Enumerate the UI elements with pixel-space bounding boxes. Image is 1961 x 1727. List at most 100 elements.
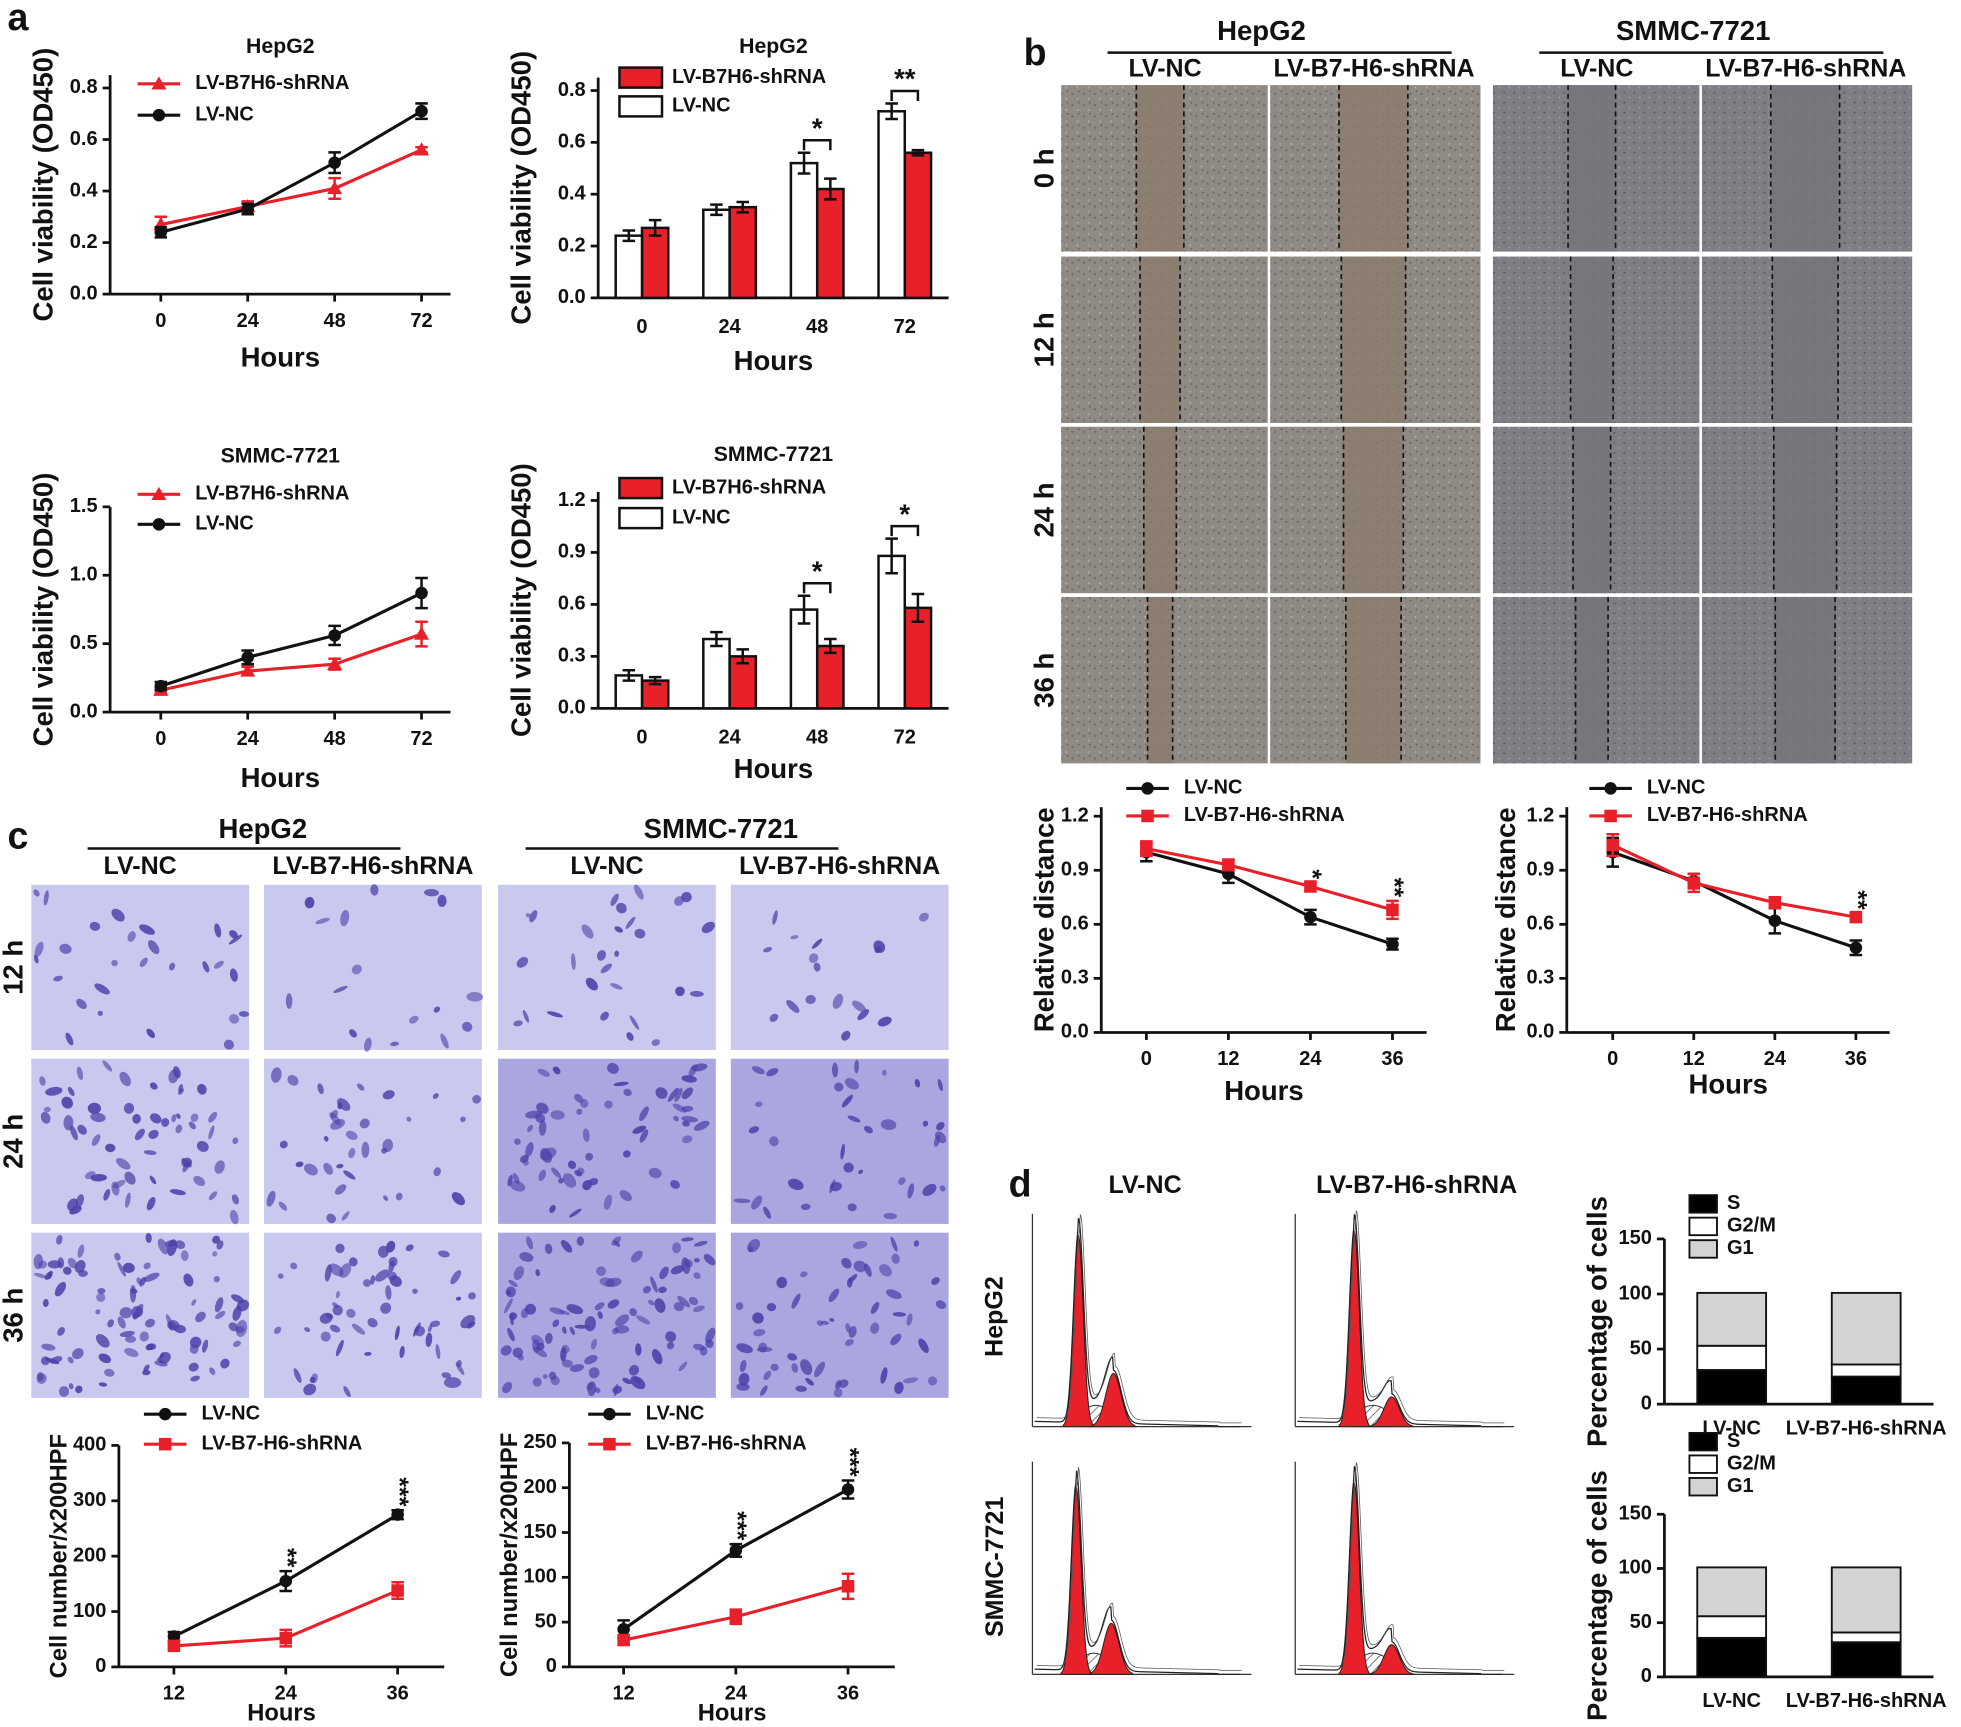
stained-cell <box>343 1386 351 1398</box>
stained-cell <box>75 1194 85 1208</box>
stained-cell <box>678 1361 688 1372</box>
stained-cell <box>569 1326 575 1336</box>
y-tick-label: 0.6 <box>558 131 586 153</box>
y-tick-label: 150 <box>1618 1227 1651 1249</box>
micrograph <box>264 1058 482 1224</box>
stained-cell <box>293 1368 302 1383</box>
stained-cell <box>841 1094 853 1108</box>
stained-cell <box>380 1302 392 1314</box>
marker <box>1768 914 1782 927</box>
stained-cell <box>193 1175 206 1187</box>
stained-cell <box>67 1356 74 1364</box>
stained-cell <box>290 1262 298 1270</box>
x-axis-label: Hours <box>241 341 321 372</box>
stained-cell <box>33 889 40 897</box>
stained-cell <box>538 1120 547 1136</box>
stained-cell <box>733 1198 751 1204</box>
stained-cell <box>672 1103 687 1113</box>
y-tick-label: 50 <box>1630 1611 1652 1633</box>
stained-cell <box>455 1296 462 1301</box>
stained-cell <box>208 1125 215 1140</box>
stained-cell <box>335 1290 340 1299</box>
wound-gap <box>1570 256 1614 423</box>
error-bar <box>911 592 925 623</box>
stained-cell <box>522 1010 530 1023</box>
stained-cell <box>522 1159 529 1166</box>
stained-cell <box>902 1377 919 1384</box>
stained-cell <box>399 1345 405 1359</box>
stained-cell <box>440 1033 449 1049</box>
stained-cell <box>455 1362 465 1375</box>
stained-cell <box>634 928 646 939</box>
y-tick-label: 150 <box>523 1521 556 1543</box>
significance: * <box>899 498 910 529</box>
legend-marker <box>603 1407 616 1421</box>
wound-gap <box>1345 596 1402 764</box>
stained-cell <box>348 1257 358 1267</box>
y-axis-label: Cell viability (OD450) <box>27 473 58 747</box>
significance: *** <box>835 1448 863 1477</box>
stained-cell <box>674 1088 683 1102</box>
x-axis-label: Hours <box>241 762 321 793</box>
stained-cell <box>189 1336 202 1349</box>
stained-cell <box>438 1250 450 1258</box>
stained-cell <box>149 1175 157 1185</box>
stained-cell <box>229 1209 239 1225</box>
cell-line-header: SMMC-7721 <box>1616 15 1770 46</box>
x-tick-label: 24 <box>1764 1048 1787 1070</box>
micrograph-texture <box>1061 256 1481 423</box>
stained-cell <box>705 1339 714 1349</box>
stained-cell <box>600 963 613 974</box>
x-tick-label: LV-B7-H6-shRNA <box>1786 1417 1947 1439</box>
stained-cell <box>370 884 379 896</box>
stained-cell <box>340 909 350 927</box>
stained-cell <box>409 1015 419 1024</box>
stained-cell <box>672 1242 681 1254</box>
stained-cell <box>334 1184 347 1195</box>
stained-cell <box>552 1319 560 1328</box>
x-tick-label: 24 <box>237 728 260 750</box>
marker <box>729 1610 743 1624</box>
stained-cell <box>693 1305 705 1313</box>
stained-cell <box>98 1353 111 1364</box>
stained-cell <box>753 1329 766 1337</box>
stained-cell <box>633 884 644 900</box>
stained-cell <box>683 1259 693 1268</box>
bar-segment <box>1696 1566 1768 1618</box>
panel-label: c <box>8 814 29 856</box>
marker <box>279 1574 293 1588</box>
stained-cell <box>220 1358 230 1369</box>
stained-cell <box>527 1124 534 1132</box>
legend-marker <box>152 518 166 531</box>
stained-cell <box>918 1338 929 1353</box>
stained-cell <box>351 1323 366 1335</box>
x-tick-label: 48 <box>806 316 828 338</box>
y-tick-label: 1.0 <box>70 564 98 586</box>
micrograph <box>730 1232 949 1398</box>
stained-cell <box>681 1237 694 1242</box>
stained-cell <box>383 1195 389 1201</box>
stained-cell <box>34 941 44 958</box>
y-tick-label: 0.9 <box>558 541 586 563</box>
stained-cell <box>143 1150 157 1155</box>
stained-cell <box>689 990 704 997</box>
stained-cell <box>852 1000 867 1013</box>
legend-marker <box>158 1437 172 1451</box>
stained-cell <box>607 1299 620 1309</box>
legend-swatch <box>1688 1477 1718 1497</box>
y-tick-label: 0.0 <box>1061 1021 1089 1043</box>
stained-cell <box>77 1124 87 1135</box>
wound-gap <box>1775 596 1836 764</box>
stained-cell <box>841 1257 852 1269</box>
x-tick-label: 12 <box>163 1683 185 1705</box>
series-line <box>1146 847 1393 912</box>
stained-cell <box>840 1143 845 1160</box>
stained-cell <box>183 1273 194 1287</box>
y-tick-label: 0.6 <box>1061 913 1089 935</box>
cell-line-header: SMMC-7721 <box>644 813 798 844</box>
x-tick-label: 24 <box>275 1683 298 1705</box>
stained-cell <box>168 1069 179 1084</box>
stained-cell <box>594 1302 605 1311</box>
stained-cell <box>124 1171 136 1185</box>
stained-cell <box>387 1271 397 1281</box>
